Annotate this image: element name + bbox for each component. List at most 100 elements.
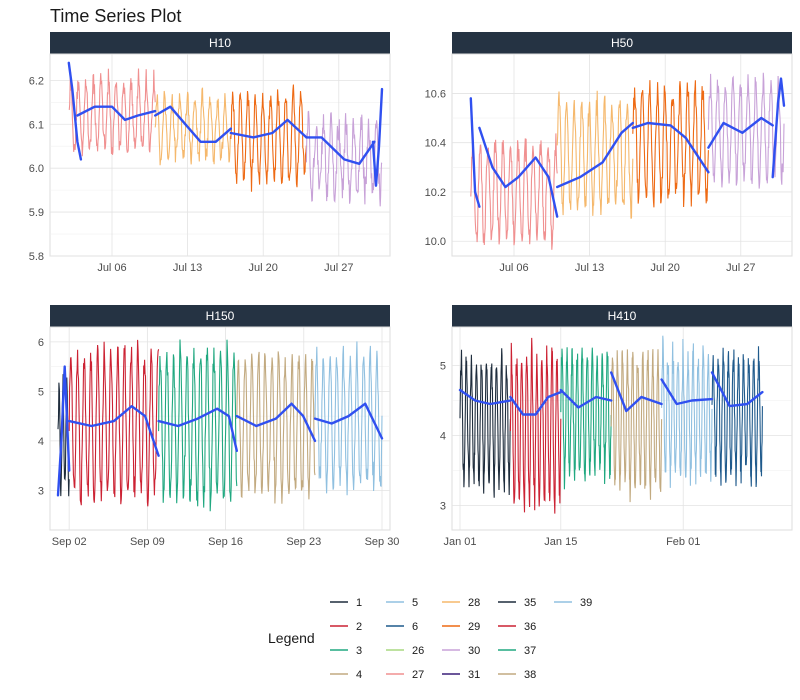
legend-label: 35 xyxy=(524,597,536,609)
series-line-38 xyxy=(236,351,316,504)
series-line-27 xyxy=(68,68,156,157)
legend-title: Legend xyxy=(268,630,315,646)
y-tick-label: 3 xyxy=(440,501,446,513)
legend-label: 28 xyxy=(468,597,480,609)
smooth-line xyxy=(371,87,384,187)
x-tick-label: Sep 02 xyxy=(52,536,87,548)
series-line-39 xyxy=(661,335,713,488)
legend-label: 39 xyxy=(580,597,592,609)
y-tick-label: 10.6 xyxy=(425,88,446,100)
smooth-line xyxy=(559,388,613,409)
x-tick-label: Sep 16 xyxy=(208,536,243,548)
panel-h150: H150 3 4 5 6 Sep 02 Sep 09 Sep 16 Sep 23 Sep 30 xyxy=(38,305,400,548)
chart-title: Time Series Plot xyxy=(50,6,182,26)
series-line-28 xyxy=(556,90,634,219)
y-tick-label: 5 xyxy=(440,361,446,373)
legend: Legend 1 2 3 4 5 6 26 27 28 29 30 31 35 36 37 38 39 xyxy=(268,597,592,681)
smooth-line xyxy=(710,371,764,408)
legend-label: 30 xyxy=(468,645,480,657)
series-line-27 xyxy=(470,133,558,250)
series-line-39 xyxy=(314,341,383,496)
smooth-line xyxy=(707,116,774,149)
legend-label: 2 xyxy=(356,621,362,633)
y-tick-label: 4 xyxy=(38,436,44,448)
x-tick-label: Jul 27 xyxy=(324,262,353,274)
legend-label: 31 xyxy=(468,669,480,681)
series-line-28 xyxy=(154,87,232,166)
smooth-line xyxy=(458,388,512,406)
series-line-35 xyxy=(459,348,511,498)
legend-label: 26 xyxy=(412,645,424,657)
y-tick-label: 6.1 xyxy=(29,119,44,131)
legend-label: 6 xyxy=(412,621,418,633)
smooth-line xyxy=(67,61,83,161)
smooth-line xyxy=(157,407,239,452)
x-tick-label: Jul 06 xyxy=(499,262,528,274)
x-tick-label: Jul 06 xyxy=(97,262,126,274)
series-line-37 xyxy=(560,347,612,490)
panel-h50: H50 10.0 10.2 10.4 10.6 Jul 06 Jul 13 Jul 20 Jul… xyxy=(425,32,793,274)
series-line-6 xyxy=(711,346,763,488)
x-tick-label: Jan 15 xyxy=(544,536,577,548)
legend-label: 38 xyxy=(524,669,536,681)
x-tick-label: Jul 13 xyxy=(575,262,604,274)
legend-label: 27 xyxy=(412,669,424,681)
smooth-line xyxy=(313,402,384,440)
x-tick-label: Jul 20 xyxy=(651,262,680,274)
y-tick-label: 3 xyxy=(38,485,44,497)
legend-label: 5 xyxy=(412,597,418,609)
series-line-38 xyxy=(610,349,663,503)
panel-strip xyxy=(50,32,390,54)
smooth-line xyxy=(67,405,160,457)
smooth-line xyxy=(56,365,71,497)
panel-strip-label: H150 xyxy=(206,309,235,323)
panel-strip xyxy=(452,305,792,327)
panel-strip-label: H10 xyxy=(209,36,231,50)
y-tick-label: 5.9 xyxy=(29,207,44,219)
series-line-36 xyxy=(509,337,562,514)
x-tick-label: Jul 27 xyxy=(726,262,755,274)
series-line-30 xyxy=(707,72,785,189)
series-line-36 xyxy=(68,339,160,507)
panel-h410: H410 3 4 5 Jan 01 Jan 15 Feb 01 xyxy=(440,305,793,548)
x-tick-label: Jul 13 xyxy=(173,262,202,274)
smooth-line xyxy=(610,371,663,413)
smooth-line xyxy=(469,97,481,208)
smooth-line xyxy=(556,121,634,189)
smooth-line xyxy=(631,121,710,174)
smooth-line xyxy=(771,77,786,179)
smooth-line xyxy=(660,378,714,406)
y-tick-label: 6.0 xyxy=(29,163,44,175)
smooth-line xyxy=(76,105,157,122)
smooth-line xyxy=(229,118,308,139)
panel-border xyxy=(451,326,793,531)
series-line-30 xyxy=(305,110,383,207)
panel-strip-label: H410 xyxy=(608,309,637,323)
y-tick-label: 5.8 xyxy=(29,251,44,263)
panel-h10: H10 5.8 5.9 6.0 6.1 6.2 Jul 06 Jul 13 Jul 20 Jul … xyxy=(29,32,391,274)
y-tick-label: 6.2 xyxy=(29,75,44,87)
legend-label: 37 xyxy=(524,645,536,657)
legend-label: 3 xyxy=(356,645,362,657)
series-line-37 xyxy=(158,339,238,512)
panel-strip xyxy=(452,32,792,54)
smooth-line xyxy=(305,136,376,166)
legend-label: 1 xyxy=(356,597,362,609)
panel-border xyxy=(49,326,391,531)
smooth-line xyxy=(509,390,562,416)
x-tick-label: Sep 09 xyxy=(130,536,165,548)
smooth-line xyxy=(153,105,233,144)
smooth-line xyxy=(235,402,317,443)
panel-border xyxy=(451,53,793,257)
x-tick-label: Feb 01 xyxy=(666,536,700,548)
panel-strip xyxy=(50,305,390,327)
x-tick-label: Sep 30 xyxy=(365,536,400,548)
legend-label: 29 xyxy=(468,621,480,633)
y-tick-label: 6 xyxy=(38,337,44,349)
legend-label: 4 xyxy=(356,669,362,681)
series-line-29 xyxy=(632,80,709,208)
y-tick-label: 5 xyxy=(38,386,44,398)
panel-strip-label: H50 xyxy=(611,36,633,50)
x-tick-label: Sep 23 xyxy=(286,536,321,548)
